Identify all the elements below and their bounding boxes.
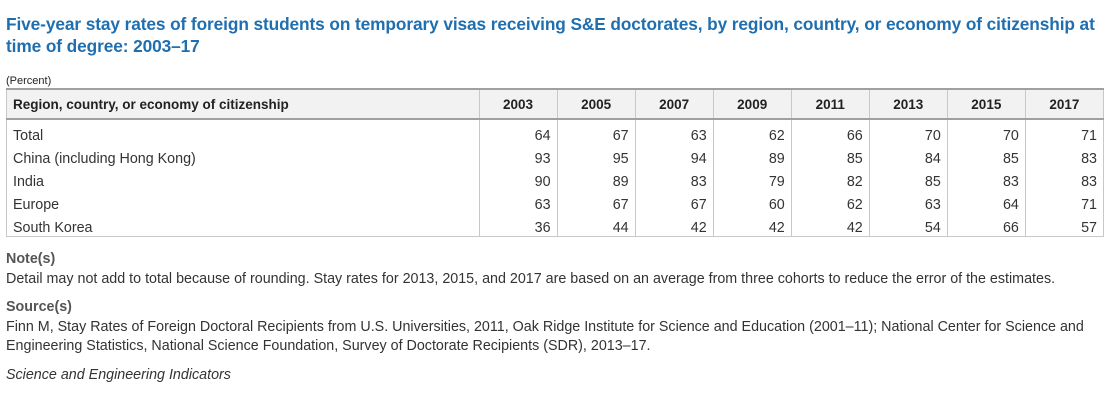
table-cell: 42 bbox=[790, 213, 870, 237]
table-row: South Korea 36 44 42 42 42 54 66 57 bbox=[6, 213, 1105, 237]
column-header-year: 2015 bbox=[946, 88, 1026, 120]
table-cell: 83 bbox=[1024, 144, 1105, 167]
table-header-row: Region, country, or economy of citizensh… bbox=[6, 88, 1105, 120]
page: Five-year stay rates of foreign students… bbox=[6, 14, 1105, 385]
table-cell: 89 bbox=[712, 144, 792, 167]
row-label: South Korea bbox=[6, 213, 480, 237]
table-row: Europe 63 67 67 60 62 63 64 71 bbox=[6, 190, 1105, 213]
table-cell: 62 bbox=[712, 119, 792, 144]
column-header-year: 2009 bbox=[712, 88, 792, 120]
table-cell: 42 bbox=[634, 213, 714, 237]
table-cell: 94 bbox=[634, 144, 714, 167]
source-block: Source(s) Finn M, Stay Rates of Foreign … bbox=[6, 298, 1103, 357]
row-label: India bbox=[6, 167, 480, 190]
notes-section: Note(s) Detail may not add to total beca… bbox=[6, 250, 1103, 385]
table-cell: 66 bbox=[946, 213, 1026, 237]
table-cell: 71 bbox=[1024, 119, 1105, 144]
table-cell: 57 bbox=[1024, 213, 1105, 237]
table-cell: 36 bbox=[478, 213, 558, 237]
table-row: China (including Hong Kong) 93 95 94 89 … bbox=[6, 144, 1105, 167]
table-cell: 71 bbox=[1024, 190, 1105, 213]
table-cell: 42 bbox=[712, 213, 792, 237]
page-title: Five-year stay rates of foreign students… bbox=[6, 14, 1095, 56]
table-cell: 66 bbox=[790, 119, 870, 144]
data-table: Region, country, or economy of citizensh… bbox=[6, 88, 1105, 237]
table-cell: 67 bbox=[634, 190, 714, 213]
table-cell: 67 bbox=[556, 190, 636, 213]
table-cell: 83 bbox=[946, 167, 1026, 190]
column-header-region: Region, country, or economy of citizensh… bbox=[6, 88, 480, 120]
table-cell: 82 bbox=[790, 167, 870, 190]
row-label: Europe bbox=[6, 190, 480, 213]
table-cell: 84 bbox=[868, 144, 948, 167]
table-cell: 63 bbox=[634, 119, 714, 144]
column-header-year: 2011 bbox=[790, 88, 870, 120]
unit-label: (Percent) bbox=[6, 75, 52, 87]
table-cell: 60 bbox=[712, 190, 792, 213]
table-cell: 63 bbox=[868, 190, 948, 213]
note-block: Note(s) Detail may not add to total beca… bbox=[6, 250, 1103, 289]
table-cell: 62 bbox=[790, 190, 870, 213]
column-header-year: 2007 bbox=[634, 88, 714, 120]
source-text: Finn M, Stay Rates of Foreign Doctoral R… bbox=[6, 318, 1084, 355]
row-label: Total bbox=[6, 119, 480, 144]
table-cell: 54 bbox=[868, 213, 948, 237]
table-cell: 79 bbox=[712, 167, 792, 190]
table-cell: 85 bbox=[946, 144, 1026, 167]
table-row: India 90 89 83 79 82 85 83 83 bbox=[6, 167, 1105, 190]
table-cell: 70 bbox=[946, 119, 1026, 144]
table-cell: 64 bbox=[478, 119, 558, 144]
column-header-year: 2003 bbox=[478, 88, 558, 120]
footer-publication: Science and Engineering Indicators bbox=[6, 366, 231, 383]
notes-heading: Note(s) bbox=[6, 251, 56, 267]
table-cell: 85 bbox=[868, 167, 948, 190]
table-cell: 64 bbox=[946, 190, 1026, 213]
table-cell: 70 bbox=[868, 119, 948, 144]
table-cell: 63 bbox=[478, 190, 558, 213]
table-cell: 83 bbox=[634, 167, 714, 190]
table-cell: 93 bbox=[478, 144, 558, 167]
notes-text: Detail may not add to total because of r… bbox=[6, 270, 1056, 287]
row-label: China (including Hong Kong) bbox=[6, 144, 480, 167]
table-cell: 89 bbox=[556, 167, 636, 190]
column-header-year: 2013 bbox=[868, 88, 948, 120]
table-cell: 90 bbox=[478, 167, 558, 190]
column-header-year: 2017 bbox=[1024, 88, 1105, 120]
table-cell: 67 bbox=[556, 119, 636, 144]
source-heading: Source(s) bbox=[6, 299, 72, 315]
table-cell: 83 bbox=[1024, 167, 1105, 190]
table-cell: 95 bbox=[556, 144, 636, 167]
table-row: Total 64 67 63 62 66 70 70 71 bbox=[6, 119, 1105, 144]
column-header-year: 2005 bbox=[556, 88, 636, 120]
table-cell: 44 bbox=[556, 213, 636, 237]
table-cell: 85 bbox=[790, 144, 870, 167]
